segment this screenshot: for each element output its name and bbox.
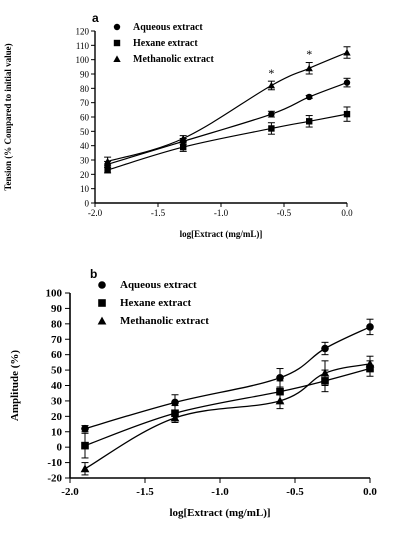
panel-a-data-point-triangle: [267, 81, 276, 89]
panel-a-data-point-square: [268, 125, 275, 132]
panel-a-data-point-circle: [268, 110, 275, 118]
panel-a-y-tick-label: 40: [80, 141, 90, 151]
panel-b-y-tick-label: 10: [51, 426, 63, 438]
panel-b-series-line: [84, 326, 371, 430]
panel-b-legend-marker-square: [98, 299, 106, 307]
panel-b-data-point-triangle: [170, 413, 180, 422]
panel-a-data-point-square: [306, 118, 313, 125]
panel-a-x-tick-label: 0.0: [341, 208, 353, 218]
panel-a-series-square: [104, 106, 351, 174]
panel-a-significance-mark: *: [306, 47, 312, 61]
panel-a-legend-label: Methanolic extract: [133, 54, 214, 65]
panel-b-y-tick-label: -10: [47, 457, 62, 469]
panel-b-data-point-circle: [171, 398, 179, 407]
panel-b-series-line: [84, 363, 371, 470]
panel-a-data-point-square: [104, 166, 111, 174]
panel-a-x-tick-label: -2.0: [88, 208, 103, 218]
panel-b-label: b: [90, 267, 97, 281]
panel-a-y-axis-title: Tension (% Compared to initial value): [3, 43, 13, 190]
panel-a-y-tick-label: 90: [80, 70, 90, 80]
panel-b-series-circle: [81, 318, 374, 433]
panel-a-series-line: [107, 82, 348, 165]
panel-a-y-tick-label: 50: [80, 127, 90, 137]
panel-a-y-tick-label: 110: [76, 41, 90, 51]
panel-b-data-point-circle: [366, 323, 374, 331]
panel-a-y-tick-label: 10: [80, 184, 90, 194]
panel-b-legend-label: Aqueous extract: [120, 279, 197, 291]
panel-a-data-point-triangle: [305, 64, 313, 72]
panel-a-x-tick-label: -1.0: [214, 208, 229, 218]
panel-b-y-tick-label: 80: [51, 318, 63, 330]
chart-panel-a: a 0 10 20 30 40 50 60 70 80 90 100 110 120 -2.0 -1.5 -1.…: [3, 11, 353, 239]
panel-b-y-tick-label: 70: [51, 334, 63, 346]
panel-a-data-point-circle: [343, 79, 351, 86]
panel-a-series-line: [107, 51, 348, 163]
chart-panel-b: b -20 -10 0 10 20 30 40 50 60 70 80 90 100 -2.0 -1.5 -1.…: [9, 267, 378, 519]
panel-b-data-point-circle: [276, 373, 284, 382]
panel-a-legend-marker-triangle: [113, 55, 121, 62]
panel-b-data-point-circle: [321, 344, 329, 353]
panel-b-x-tick-label: 0.0: [363, 486, 377, 498]
panel-a-legend-marker-square: [113, 39, 121, 47]
panel-a-label: a: [92, 11, 99, 25]
panel-b-y-tick-label: -20: [47, 473, 62, 485]
panel-a-series-line: [107, 113, 348, 171]
panel-b-series-triangle: [80, 355, 375, 476]
panel-b-y-tick-label: 20: [51, 411, 63, 423]
panel-a-y-tick-label: 100: [76, 55, 90, 65]
panel-a-data-point-triangle: [103, 157, 112, 165]
panel-a-data-point-square: [180, 143, 187, 151]
panel-a-data-point-circle: [306, 93, 313, 101]
panel-b-legend-label: Methanolic extract: [120, 315, 209, 327]
panel-a-data-point-triangle: [343, 48, 351, 56]
panel-a-y-tick-label: 70: [80, 98, 90, 108]
panel-a-legend-label: Hexane extract: [133, 38, 198, 49]
panel-b-data-point-triangle: [320, 368, 330, 377]
panel-b-y-tick-label: 90: [51, 303, 63, 315]
panel-b-y-tick-label: 60: [51, 349, 63, 361]
panel-b-y-tick-label: 40: [51, 380, 63, 392]
panel-a-data-point-triangle: [179, 134, 187, 142]
panel-b-series-line: [84, 367, 371, 447]
panel-b-data-point-square: [81, 441, 89, 450]
panel-a-y-tick-label: 60: [80, 113, 90, 123]
panel-b-x-tick-label: -2.0: [61, 486, 79, 498]
panel-b-legend-marker-triangle: [97, 316, 107, 325]
panel-a-y-tick-label: 20: [80, 170, 90, 180]
panel-b-data-point-triangle: [275, 396, 285, 405]
panel-a-y-tick-label: 120: [76, 27, 90, 37]
panel-b-y-tick-label: 0: [57, 442, 63, 454]
panel-a-x-tick-label: -0.5: [277, 208, 292, 218]
panel-b-x-tick-label: -1.0: [211, 486, 229, 498]
panel-a-data-point-square: [343, 110, 351, 118]
panel-b-legend-marker-circle: [98, 281, 106, 289]
panel-b-x-tick-label: -0.5: [286, 486, 304, 498]
panel-a-series-triangle: [103, 46, 351, 167]
panel-a-legend-marker-circle: [113, 23, 121, 31]
panel-a-series-circle: [104, 77, 351, 168]
panel-a-x-axis-title: log[Extract (mg/mL)]: [180, 229, 263, 239]
panel-a-legend-label: Aqueous extract: [133, 22, 203, 33]
panel-b-y-axis-title: Amplitude (%): [9, 350, 21, 422]
panel-a-y-tick-label: 80: [80, 84, 90, 94]
panel-b-data-point-triangle: [365, 359, 375, 368]
panel-b-legend-label: Hexane extract: [120, 297, 191, 309]
panel-a-significance-mark: *: [268, 66, 274, 80]
panel-b-y-tick-label: 100: [46, 288, 63, 300]
panel-b-x-axis-title: log[Extract (mg/mL)]: [169, 507, 270, 519]
panel-b-data-point-triangle: [80, 464, 90, 473]
panel-b-data-point-square: [276, 387, 284, 396]
panel-a-y-tick-label: 0: [85, 199, 90, 209]
panel-b-data-point-circle: [81, 424, 89, 433]
panel-a-x-tick-label: -1.5: [151, 208, 166, 218]
panel-b-y-tick-label: 50: [51, 365, 63, 377]
panel-a-y-tick-label: 30: [80, 156, 90, 166]
panel-b-x-tick-label: -1.5: [136, 486, 154, 498]
panel-b-y-tick-label: 30: [51, 395, 63, 407]
